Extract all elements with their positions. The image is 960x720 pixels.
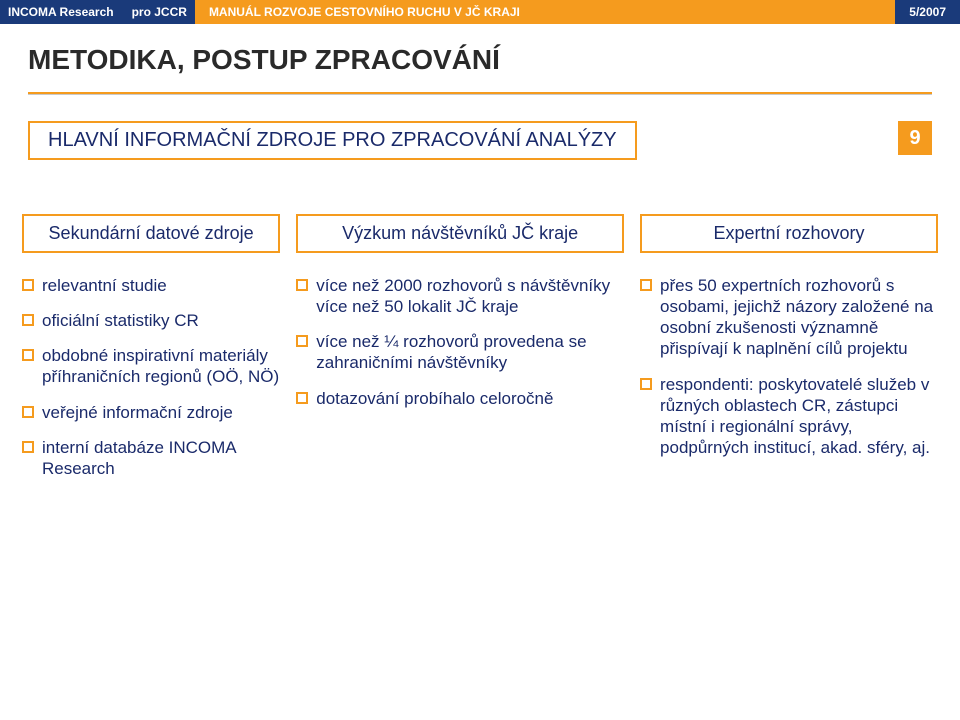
bullet-icon: [22, 314, 34, 326]
header-date: 5/2007: [895, 0, 960, 24]
bullet-icon: [640, 378, 652, 390]
header-title-text: MANUÁL ROZVOJE CESTOVNÍHO RUCHU V JČ KRA…: [209, 5, 520, 19]
list-item: více než ¼ rozhovorů provedena se zahran…: [296, 331, 624, 374]
bullet-list: více než 2000 rozhovorů s návštěvníky ví…: [296, 275, 624, 409]
list-item: dotazování probíhalo celoročně: [296, 388, 624, 409]
bullet-text: respondenti: poskytovatelé služeb v různ…: [660, 374, 938, 459]
columns: Sekundární datové zdroje relevantní stud…: [22, 214, 938, 479]
column-header: Expertní rozhovory: [640, 214, 938, 253]
bullet-text: relevantní studie: [42, 275, 167, 296]
bullet-icon: [296, 335, 308, 347]
header-title: MANUÁL ROZVOJE CESTOVNÍHO RUCHU V JČ KRA…: [195, 0, 895, 24]
bullet-text: obdobné inspirativní materiály příhranič…: [42, 345, 280, 388]
header-for: pro JCCR: [132, 5, 187, 19]
bullet-icon: [640, 279, 652, 291]
title-underline: [28, 92, 932, 95]
bullet-text: oficiální statistiky CR: [42, 310, 199, 331]
bullet-icon: [22, 279, 34, 291]
subhead-text: HLAVNÍ INFORMAČNÍ ZDROJE PRO ZPRACOVÁNÍ …: [48, 129, 617, 151]
bullet-text: více než ¼ rozhovorů provedena se zahran…: [316, 331, 624, 374]
list-item: interní databáze INCOMA Research: [22, 437, 280, 480]
bullet-icon: [22, 406, 34, 418]
header-org: INCOMA Research: [8, 5, 114, 19]
header-left: INCOMA Research pro JCCR: [0, 0, 195, 24]
column-sekundarni: Sekundární datové zdroje relevantní stud…: [22, 214, 280, 479]
bullet-list: přes 50 expertních rozhovorů s osobami, …: [640, 275, 938, 459]
list-item: přes 50 expertních rozhovorů s osobami, …: [640, 275, 938, 360]
column-header: Sekundární datové zdroje: [22, 214, 280, 253]
bullet-icon: [22, 349, 34, 361]
bullet-text: dotazování probíhalo celoročně: [316, 388, 553, 409]
page-number: 9: [898, 121, 932, 155]
bullet-text: přes 50 expertních rozhovorů s osobami, …: [660, 275, 938, 360]
bullet-icon: [296, 279, 308, 291]
list-item: relevantní studie: [22, 275, 280, 296]
bullet-icon: [296, 392, 308, 404]
column-header: Výzkum návštěvníků JČ kraje: [296, 214, 624, 253]
header-bar: INCOMA Research pro JCCR MANUÁL ROZVOJE …: [0, 0, 960, 24]
bullet-text: interní databáze INCOMA Research: [42, 437, 280, 480]
header-date-text: 5/2007: [909, 5, 946, 19]
list-item: veřejné informační zdroje: [22, 402, 280, 423]
subhead-row: HLAVNÍ INFORMAČNÍ ZDROJE PRO ZPRACOVÁNÍ …: [28, 121, 932, 160]
main-title: METODIKA, POSTUP ZPRACOVÁNÍ: [0, 24, 960, 86]
bullet-text: veřejné informační zdroje: [42, 402, 233, 423]
list-item: oficiální statistiky CR: [22, 310, 280, 331]
page-number-text: 9: [909, 127, 920, 150]
list-item: respondenti: poskytovatelé služeb v různ…: [640, 374, 938, 459]
column-expertni: Expertní rozhovory přes 50 expertních ro…: [640, 214, 938, 459]
list-item: více než 2000 rozhovorů s návštěvníky ví…: [296, 275, 624, 318]
list-item: obdobné inspirativní materiály příhranič…: [22, 345, 280, 388]
bullet-text: více než 2000 rozhovorů s návštěvníky ví…: [316, 275, 624, 318]
bullet-icon: [22, 441, 34, 453]
bullet-list: relevantní studie oficiální statistiky C…: [22, 275, 280, 480]
column-vyzkum: Výzkum návštěvníků JČ kraje více než 200…: [296, 214, 624, 409]
subhead-box: HLAVNÍ INFORMAČNÍ ZDROJE PRO ZPRACOVÁNÍ …: [28, 121, 637, 160]
